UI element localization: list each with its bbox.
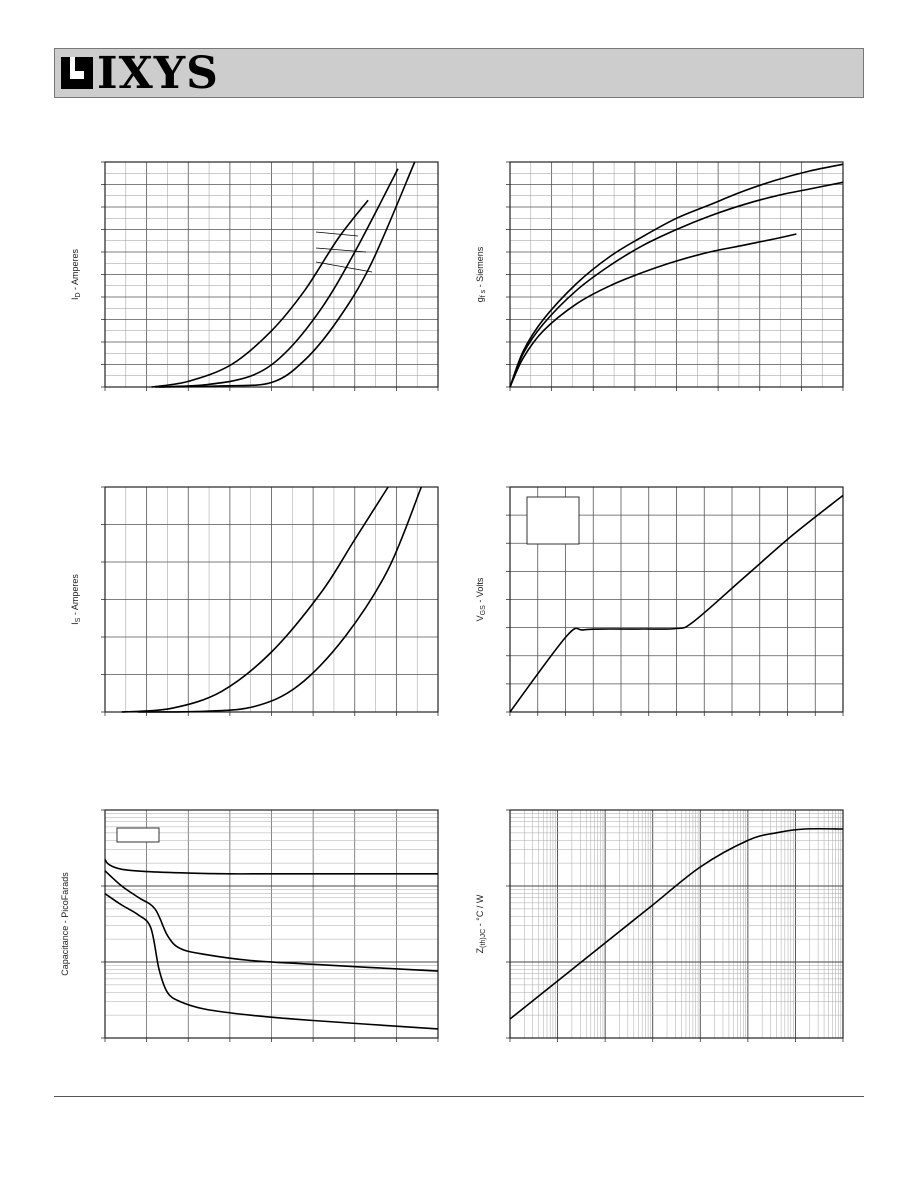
series-line-1 (509, 827, 844, 1020)
chart-thermal-impedance: Z(th)JC - °C / W (475, 809, 844, 1042)
chart-frame (509, 809, 844, 1039)
series-line-1 (509, 163, 844, 388)
footer-rule (54, 1096, 864, 1097)
axis-ticks (101, 486, 439, 716)
chart-grid (105, 809, 438, 1038)
series-line-2 (104, 870, 439, 972)
y-axis-label: ID - Amperes (70, 248, 82, 300)
series-line-1 (509, 494, 844, 713)
chart-grid (105, 162, 438, 387)
series-line-3 (158, 161, 416, 388)
chart-grid (510, 162, 843, 387)
chart-transconductance: gf s - Siemens (475, 161, 844, 391)
series-line-2 (509, 181, 844, 388)
y-axis-label: VGS - Volts (475, 577, 487, 621)
chart-drain-current: ID - Amperes (70, 161, 439, 391)
axis-ticks (506, 809, 844, 1042)
chart-capacitance: Capacitance - PicoFarads (60, 809, 439, 1042)
y-axis-label: IS - Amperes (70, 574, 82, 625)
capacitance-legend-box (116, 827, 160, 843)
series-line-1 (121, 486, 389, 713)
ixys-logo-mark (61, 57, 93, 89)
series-line-3 (509, 233, 797, 388)
chart-source-current: IS - Amperes (70, 486, 439, 716)
axis-ticks (506, 161, 844, 391)
y-axis-label: Z(th)JC - °C / W (475, 894, 487, 953)
brand-name: IXYS (97, 48, 219, 99)
gate-charge-legend-box (526, 496, 580, 545)
series-line-1 (151, 199, 369, 388)
axis-ticks (506, 486, 844, 716)
series-line-2 (138, 486, 423, 713)
chart-grid (510, 809, 844, 1038)
series-line-1 (104, 858, 438, 875)
series-line-3 (104, 892, 439, 1030)
y-axis-label: gf s - Siemens (475, 246, 487, 302)
chart-grid (105, 487, 438, 712)
series-line-2 (154, 168, 399, 388)
y-axis-label: Capacitance - PicoFarads (60, 872, 70, 976)
axis-ticks (101, 161, 439, 391)
axis-ticks (101, 809, 439, 1042)
header-banner: IXYS (54, 48, 864, 99)
annotation-leaders (315, 231, 373, 273)
